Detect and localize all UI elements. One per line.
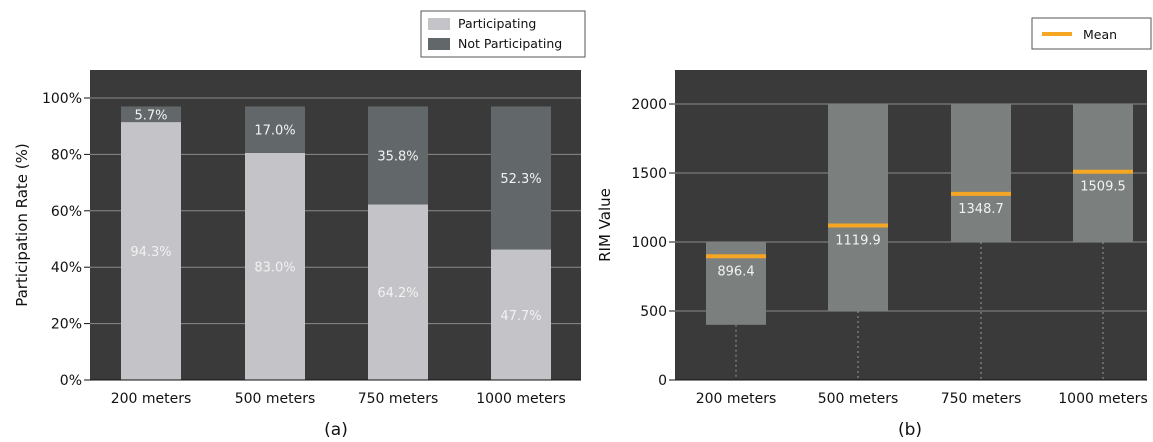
chart-b-y-tick-label: 1000	[631, 235, 667, 251]
chart-b-y-tick-label: 0	[658, 373, 667, 389]
chart-b-plot-area	[675, 70, 1147, 380]
chart-a-y-tick-label: 20%	[51, 317, 82, 333]
chart-a-x-tick-label: 500 meters	[235, 391, 316, 407]
data-label-participating-750-meters: 64.2%	[377, 286, 418, 301]
data-label-participating-200-meters: 94.3%	[130, 245, 171, 260]
chart-a-legend: Participating Not Participating	[420, 10, 586, 58]
data-label-participating-1000-meters: 47.7%	[500, 309, 541, 324]
data-label-participating-500-meters: 83.0%	[254, 260, 295, 275]
range-bar-750-meters	[951, 104, 1011, 242]
chart-b-y-tick-label: 500	[640, 304, 667, 320]
bar-participating-500-meters	[245, 152, 305, 380]
legend-label-participating: Participating	[458, 16, 536, 31]
chart-b: 0 500 1000 1500 2000 896.4 1119.9 1348.7 1509.5…	[596, 17, 1152, 440]
chart-a-panel-label: (a)	[324, 420, 348, 440]
bar-not-participating-200-meters	[121, 106, 181, 123]
chart-a-bars: 94.3% 5.7% 83.0% 17.0% 64.2% 35.8% 47.7% 52.3%	[121, 106, 551, 380]
chart-a-x-axis: 200 meters 500 meters 750 meters 1000 meter…	[90, 379, 581, 407]
chart-b-bars: 896.4 1119.9 1348.7 1509.5	[706, 104, 1133, 380]
chart-b-x-axis: 200 meters 500 meters 750 meters 1000 meter…	[675, 379, 1148, 407]
chart-a-y-axis: 0% 20% 40% 60% 80% 100%	[42, 91, 90, 389]
chart-a-x-tick-label: 750 meters	[358, 391, 439, 407]
legend-swatch-not-participating	[428, 38, 450, 50]
mean-label-750-meters: 1348.7	[958, 202, 1004, 217]
chart-a-y-tick-label: 80%	[51, 147, 82, 163]
chart-b-x-tick-label: 500 meters	[818, 391, 899, 407]
chart-a-y-tick-label: 60%	[51, 204, 82, 220]
bar-participating-200-meters	[121, 122, 181, 380]
chart-a-x-tick-label: 1000 meters	[476, 391, 565, 407]
legend-label-not-participating: Not Participating	[458, 36, 562, 51]
chart-a-y-tick-label: 0%	[60, 373, 82, 389]
bar-participating-1000-meters	[491, 249, 551, 380]
legend-label-mean: Mean	[1083, 27, 1117, 42]
chart-a-y-tick-label: 40%	[51, 260, 82, 276]
data-label-not-participating-500-meters: 17.0%	[254, 124, 295, 139]
mean-label-1000-meters: 1509.5	[1080, 180, 1126, 195]
chart-a-y-axis-title: Participation Rate (%)	[13, 143, 31, 307]
data-label-not-participating-750-meters: 35.8%	[377, 149, 418, 164]
chart-b-y-tick-label: 1500	[631, 166, 667, 182]
chart-b-y-axis-title: RIM Value	[596, 188, 614, 262]
chart-b-panel-label: (b)	[898, 420, 922, 440]
chart-b-x-tick-label: 1000 meters	[1058, 391, 1147, 407]
chart-b-y-axis: 0 500 1000 1500 2000	[631, 97, 675, 389]
chart-a: 0% 20% 40% 60% 80% 100% 94.3% 5.7% 83.0% 17.0% 64…	[13, 10, 586, 440]
bar-participating-750-meters	[368, 204, 428, 380]
mean-label-200-meters: 896.4	[717, 264, 754, 279]
data-label-not-participating-200-meters: 5.7%	[134, 108, 167, 123]
chart-b-x-tick-label: 200 meters	[696, 391, 777, 407]
mean-label-500-meters: 1119.9	[835, 233, 881, 248]
chart-a-y-tick-label: 100%	[42, 91, 82, 107]
bar-not-participating-500-meters	[245, 106, 305, 153]
chart-a-x-tick-label: 200 meters	[111, 391, 192, 407]
legend-swatch-participating	[428, 18, 450, 30]
bar-not-participating-1000-meters	[491, 106, 551, 250]
range-bar-500-meters	[828, 104, 888, 311]
chart-b-legend: Mean	[1031, 17, 1152, 50]
data-label-not-participating-1000-meters: 52.3%	[500, 172, 541, 187]
chart-b-y-tick-label: 2000	[631, 97, 667, 113]
bar-not-participating-750-meters	[368, 106, 428, 205]
chart-b-x-tick-label: 750 meters	[941, 391, 1022, 407]
